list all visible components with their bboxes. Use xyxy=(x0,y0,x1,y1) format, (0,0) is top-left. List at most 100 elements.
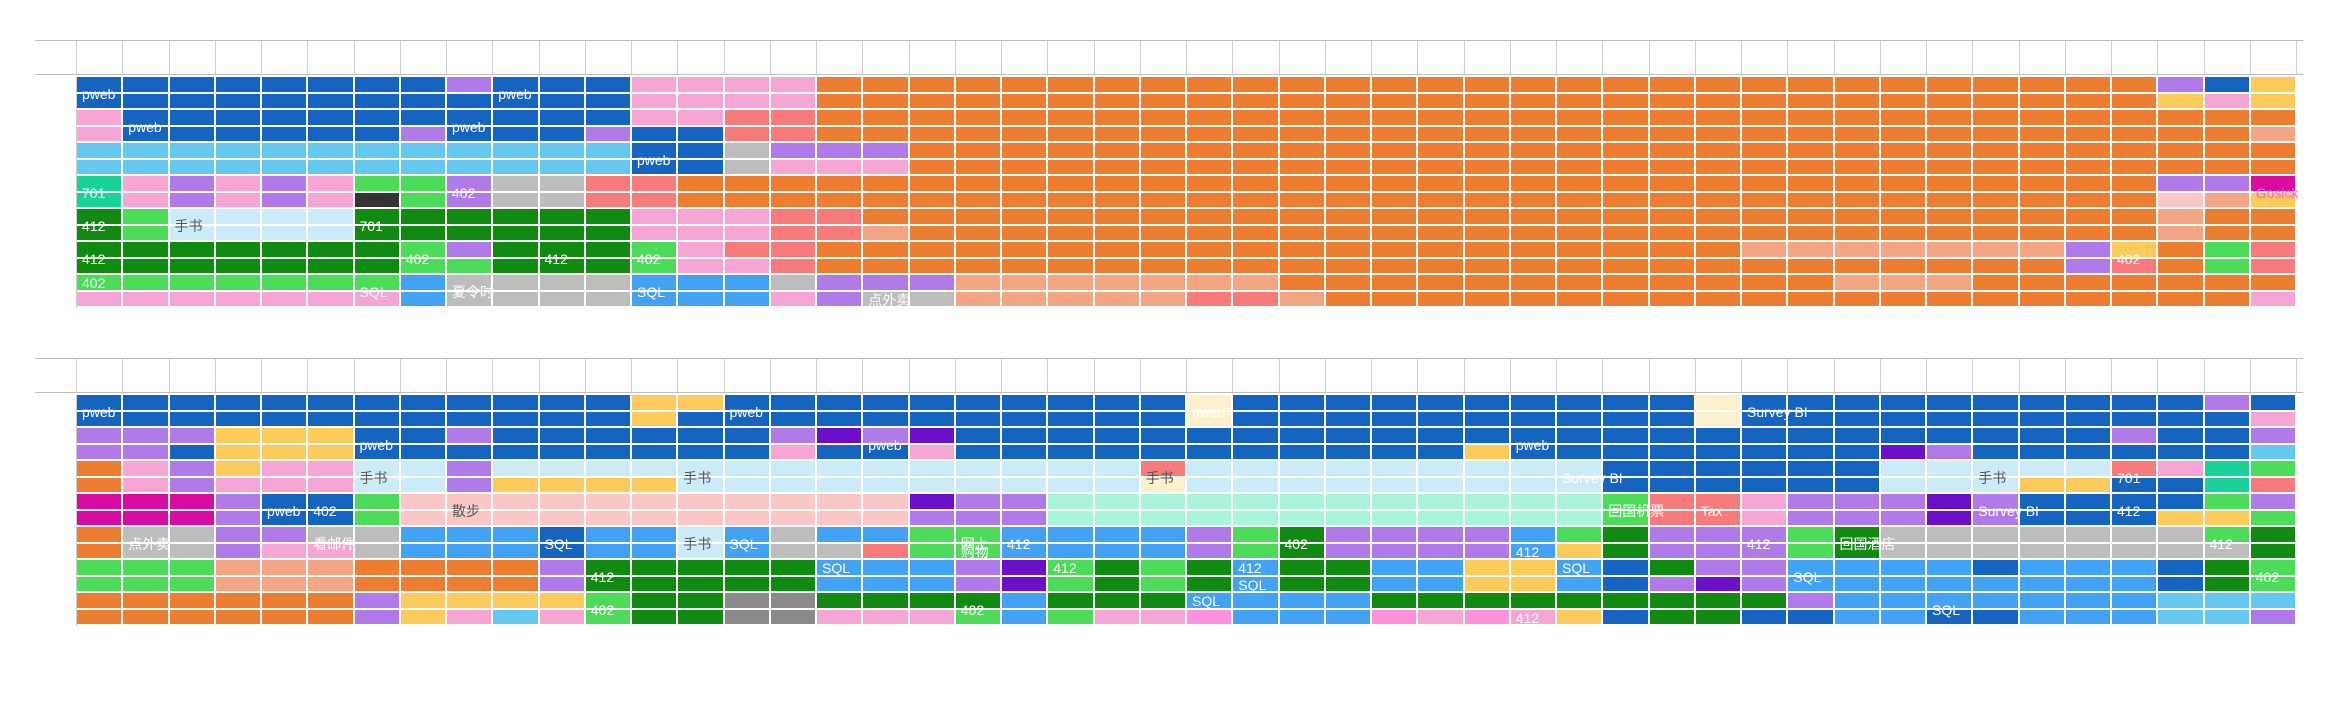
time-slot-cell xyxy=(1418,461,1465,478)
time-slot-cell xyxy=(2204,192,2251,209)
time-slot-cell xyxy=(1510,159,1557,176)
time-slot-cell xyxy=(678,176,725,193)
time-slot-cell xyxy=(215,93,262,110)
time-slot-cell xyxy=(817,291,864,308)
time-slot-cell xyxy=(1649,543,1696,560)
time-slot-cell xyxy=(1002,560,1049,577)
time-start-cell xyxy=(1141,40,1187,57)
time-slot-cell xyxy=(2019,143,2066,160)
time-slot-cell xyxy=(678,609,725,626)
time-slot-cell xyxy=(493,510,540,527)
time-slot-cell xyxy=(1927,477,1974,494)
time-slot-cell xyxy=(1973,593,2020,610)
time-slot-cell xyxy=(2019,77,2066,94)
time-slot-cell xyxy=(1187,209,1234,226)
time-start-cell xyxy=(1835,358,1881,375)
time-slot-cell xyxy=(2019,110,2066,127)
time-slot-cell xyxy=(1372,176,1419,193)
time-slot-cell xyxy=(539,477,586,494)
time-start-cell xyxy=(678,40,725,57)
time-end-cell xyxy=(1696,57,1742,74)
time-slot-cell xyxy=(909,593,956,610)
time-slot-cell xyxy=(1788,77,1835,94)
time-slot-cell xyxy=(1372,143,1419,160)
time-slot-cell xyxy=(1834,176,1881,193)
time-slot-cell xyxy=(400,93,447,110)
time-slot-cell xyxy=(909,395,956,412)
time-end-cell xyxy=(1280,57,1326,74)
time-slot-cell xyxy=(1557,126,1604,143)
time-slot-cell xyxy=(1233,444,1280,461)
time-slot-cell xyxy=(909,77,956,94)
time-slot-cell xyxy=(1742,225,1789,242)
time-slot-cell xyxy=(1557,411,1604,428)
time-slot-cell xyxy=(539,110,586,127)
time-slot-cell xyxy=(1140,527,1187,544)
time-slot-cell xyxy=(1325,159,1372,176)
time-slot-cell xyxy=(308,461,355,478)
time-slot-cell xyxy=(1603,593,1650,610)
time-slot-cell xyxy=(1788,110,1835,127)
time-slot-cell xyxy=(724,395,771,412)
time-slot-cell xyxy=(169,593,216,610)
time-slot-cell xyxy=(1279,444,1326,461)
time-slot-cell xyxy=(770,93,817,110)
time-slot-cell xyxy=(1325,275,1372,292)
time-slot-cell xyxy=(262,593,309,610)
time-end-cell xyxy=(863,57,910,74)
time-start-cell xyxy=(1418,358,1465,375)
time-slot-cell xyxy=(123,527,170,544)
time-slot-cell xyxy=(1927,77,1974,94)
time-start-cell xyxy=(725,358,771,375)
time-slot-cell xyxy=(817,560,864,577)
time-slot-cell xyxy=(1002,444,1049,461)
time-slot-cell xyxy=(308,494,355,511)
time-slot-cell xyxy=(1279,461,1326,478)
time-start-cell xyxy=(1881,40,1927,57)
time-slot-cell xyxy=(678,395,725,412)
time-slot-cell xyxy=(1372,93,1419,110)
time-slot-cell xyxy=(400,258,447,275)
time-slot-cell xyxy=(215,560,262,577)
time-slot-cell xyxy=(1094,395,1141,412)
time-slot-cell xyxy=(354,93,401,110)
time-slot-cell xyxy=(1695,275,1742,292)
time-slot-cell xyxy=(1279,77,1326,94)
time-slot-cell xyxy=(308,225,355,242)
time-slot-cell xyxy=(1788,176,1835,193)
time-slot-cell xyxy=(863,93,910,110)
time-slot-cell xyxy=(2019,461,2066,478)
time-slot-cell xyxy=(1973,428,2020,445)
time-slot-cell xyxy=(262,444,309,461)
time-slot-cell xyxy=(262,77,309,94)
time-slot-cell xyxy=(1094,609,1141,626)
time-slot-cell xyxy=(863,576,910,593)
time-slot-cell xyxy=(1834,93,1881,110)
time-slot-cell xyxy=(1002,110,1049,127)
time-start-cell xyxy=(1095,40,1141,57)
time-slot-cell xyxy=(1048,560,1095,577)
time-slot-cell xyxy=(1140,275,1187,292)
time-slot-cell xyxy=(1557,291,1604,308)
time-start-cell xyxy=(1696,358,1742,375)
time-slot-cell xyxy=(1927,209,1974,226)
time-slot-cell xyxy=(1742,93,1789,110)
time-end-cell xyxy=(1973,57,2020,74)
time-slot-cell xyxy=(493,242,540,259)
time-slot-cell xyxy=(400,225,447,242)
time-slot-cell xyxy=(2250,527,2297,544)
time-slot-cell xyxy=(1649,93,1696,110)
time-slot-cell xyxy=(215,527,262,544)
time-slot-cell xyxy=(1094,527,1141,544)
time-slot-cell xyxy=(1187,444,1234,461)
time-slot-cell xyxy=(2019,395,2066,412)
time-end-cell xyxy=(1788,57,1835,74)
time-slot-cell xyxy=(1464,510,1511,527)
time-start-cell xyxy=(2020,40,2066,57)
time-slot-cell xyxy=(1695,209,1742,226)
time-slot-cell xyxy=(1325,258,1372,275)
time-slot-cell xyxy=(1233,494,1280,511)
time-slot-cell xyxy=(1742,576,1789,593)
time-slot-cell xyxy=(1048,159,1095,176)
time-slot-cell xyxy=(770,258,817,275)
